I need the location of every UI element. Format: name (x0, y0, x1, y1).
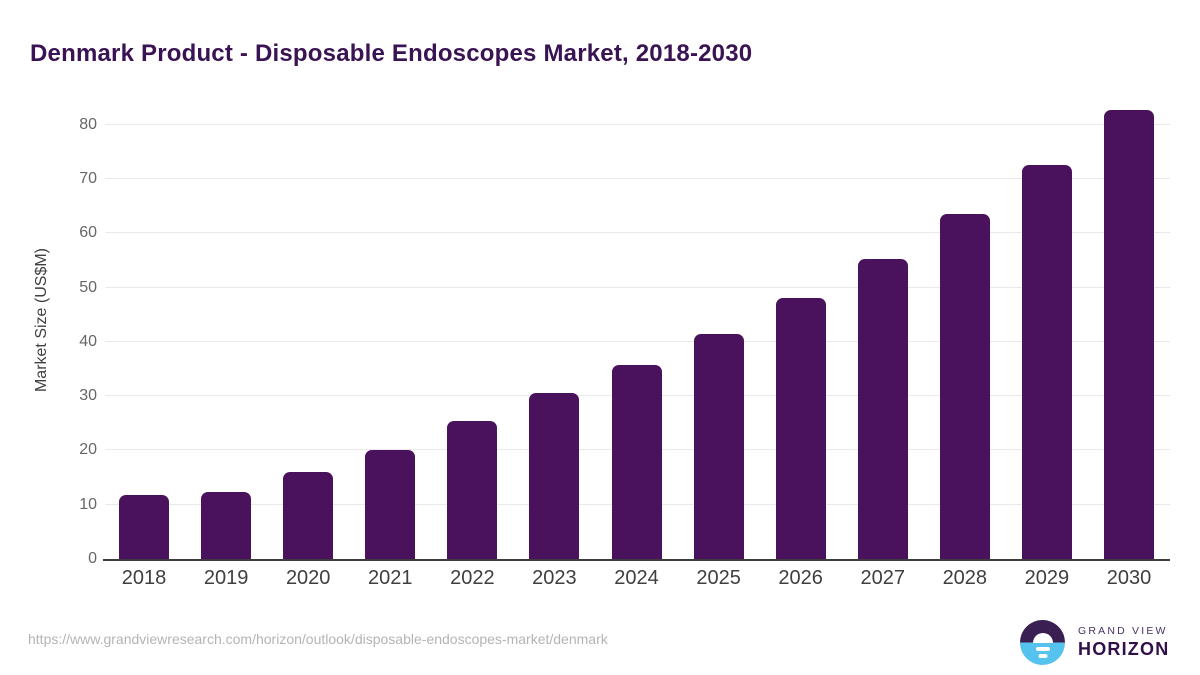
y-tick-10: 10 (79, 495, 97, 513)
bar-slot-2023 (513, 110, 595, 559)
bar-series (103, 110, 1170, 559)
x-label-2018: 2018 (121, 567, 167, 589)
x-label-2025: 2025 (696, 567, 741, 589)
bar-2028 (939, 214, 990, 559)
y-tick-20: 20 (79, 441, 97, 459)
bar-slot-2021 (349, 110, 431, 559)
y-tick-0: 0 (88, 550, 97, 567)
bar-slot-2018 (103, 110, 185, 559)
bar-slot-2026 (760, 110, 842, 559)
gridline-70 (105, 177, 1170, 179)
bar-slot-2022 (431, 110, 513, 559)
sunrise-horizon-icon (1020, 620, 1065, 665)
x-label-2022: 2022 (450, 567, 495, 589)
gridline-40 (105, 340, 1170, 342)
x-label-2027: 2027 (860, 567, 905, 589)
y-tick-40: 40 (79, 332, 97, 350)
bar-slot-2024 (595, 110, 677, 559)
bar-2029 (1021, 165, 1072, 559)
bar-2024 (611, 365, 662, 559)
x-label-2019: 2019 (203, 567, 249, 589)
brand-name-grand-view: GRAND VIEW (1078, 625, 1168, 637)
reflection-bar-1 (1035, 647, 1050, 651)
y-axis-ticks: 0 10 20 30 40 50 60 70 80 (40, 110, 97, 567)
gridline-50 (105, 286, 1170, 288)
brand-logo-text: GRAND VIEW HORIZON (1078, 625, 1169, 660)
brand-logo: GRAND VIEW HORIZON (1020, 620, 1169, 665)
x-label-2024: 2024 (614, 567, 659, 589)
bar-2023 (529, 393, 580, 559)
source-url: https://www.grandviewresearch.com/horizo… (28, 631, 608, 647)
bar-2021 (365, 450, 416, 559)
reflection-bar-2 (1038, 654, 1047, 658)
bar-slot-2029 (1006, 110, 1088, 559)
bar-slot-2020 (267, 110, 349, 559)
brand-name-horizon: HORIZON (1078, 639, 1170, 659)
bar-2019 (201, 492, 252, 559)
bar-2025 (693, 333, 744, 559)
bar-2030 (1103, 110, 1154, 559)
bar-slot-2019 (185, 110, 267, 559)
bar-slot-2025 (678, 110, 760, 559)
y-tick-50: 50 (79, 278, 97, 296)
plot-area (103, 110, 1170, 561)
gridline-60 (105, 232, 1170, 234)
y-tick-30: 30 (79, 387, 97, 405)
bar-slot-2030 (1088, 110, 1170, 559)
x-label-2030: 2030 (1106, 567, 1152, 589)
bar-2020 (283, 472, 334, 559)
x-axis-labels: 2018 2019 2020 2021 2022 2023 2024 2025 2026 2027… (103, 567, 1170, 590)
bar-2022 (447, 420, 498, 559)
bar-2026 (775, 298, 826, 559)
y-tick-80: 80 (79, 115, 97, 133)
bar-2018 (119, 495, 170, 559)
bar-2027 (857, 259, 908, 559)
bar-slot-2027 (842, 110, 924, 559)
x-label-2026: 2026 (778, 567, 823, 589)
gridline-80 (105, 123, 1170, 125)
x-label-2021: 2021 (368, 567, 413, 589)
x-label-2023: 2023 (532, 567, 577, 589)
x-label-2029: 2029 (1024, 567, 1070, 589)
x-label-2020: 2020 (285, 567, 331, 589)
y-tick-60: 60 (79, 224, 97, 242)
bar-slot-2028 (924, 110, 1006, 559)
sun-dome-shape (1032, 633, 1053, 643)
y-tick-70: 70 (79, 169, 97, 187)
chart-title: Denmark Product - Disposable Endoscopes … (30, 40, 753, 68)
x-label-2028: 2028 (942, 567, 988, 589)
